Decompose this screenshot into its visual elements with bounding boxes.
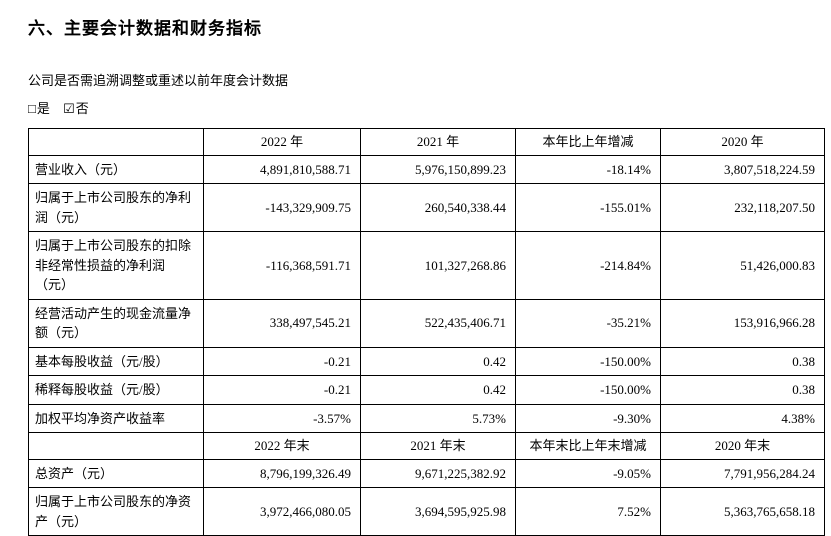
value-cell: -18.14% <box>515 154 661 184</box>
row-label-cell: 经营活动产生的现金流量净额（元） <box>28 298 204 348</box>
row-operating-revenue: 营业收入（元） 4,891,810,588.71 5,976,150,899.2… <box>28 154 825 184</box>
header-cell-2022: 2022 年 <box>203 128 361 156</box>
value-cell: 8,796,199,326.49 <box>203 458 361 488</box>
row-diluted-eps: 稀释每股收益（元/股） -0.21 0.42 -150.00% 0.38 <box>28 375 825 405</box>
header-cell-2021-yearend: 2021 年末 <box>360 432 516 460</box>
value-cell: 3,972,466,080.05 <box>203 487 361 536</box>
value-cell: -0.21 <box>203 346 361 376</box>
header-cell-2020: 2020 年 <box>660 128 825 156</box>
header-cell-2022-yearend: 2022 年末 <box>203 432 361 460</box>
row-total-assets: 总资产（元） 8,796,199,326.49 9,671,225,382.92… <box>28 458 825 488</box>
option-yes-label: 是 <box>36 101 50 116</box>
row-operating-cash-flow: 经营活动产生的现金流量净额（元） 338,497,545.21 522,435,… <box>28 298 825 348</box>
value-cell: -150.00% <box>515 346 661 376</box>
value-cell: 0.42 <box>360 346 516 376</box>
value-cell: 7,791,956,284.24 <box>660 458 825 488</box>
row-weighted-avg-roe: 加权平均净资产收益率 -3.57% 5.73% -9.30% 4.38% <box>28 403 825 433</box>
row-label-cell: 总资产（元） <box>28 458 204 488</box>
option-no: ☑否 <box>63 101 89 116</box>
header-cell-blank <box>28 432 204 460</box>
value-cell: 51,426,000.83 <box>660 231 825 300</box>
row-label-cell: 加权平均净资产收益率 <box>28 403 204 433</box>
value-cell: 522,435,406.71 <box>360 298 516 348</box>
value-cell: 260,540,338.44 <box>360 183 516 232</box>
row-label-cell: 归属于上市公司股东的扣除非经常性损益的净利润（元） <box>28 231 204 300</box>
row-label-cell: 营业收入（元） <box>28 154 204 184</box>
value-cell: -155.01% <box>515 183 661 232</box>
header-cell-blank <box>28 128 204 156</box>
row-basic-eps: 基本每股收益（元/股） -0.21 0.42 -150.00% 0.38 <box>28 346 825 376</box>
restatement-options: □是 ☑否 <box>28 98 804 117</box>
value-cell: -9.30% <box>515 403 661 433</box>
value-cell: 3,694,595,925.98 <box>360 487 516 536</box>
value-cell: -35.21% <box>515 298 661 348</box>
value-cell: -214.84% <box>515 231 661 300</box>
header-cell-2020-yearend: 2020 年末 <box>660 432 825 460</box>
value-cell: 0.38 <box>660 375 825 405</box>
row-net-profit-attributable: 归属于上市公司股东的净利润（元） -143,329,909.75 260,540… <box>28 183 825 232</box>
checkbox-checked-icon: ☑ <box>63 101 75 116</box>
restatement-question: 公司是否需追溯调整或重述以前年度会计数据 <box>28 73 289 88</box>
section-title: 六、主要会计数据和财务指标 <box>28 19 262 38</box>
value-cell: -0.21 <box>203 375 361 405</box>
value-cell: 101,327,268.86 <box>360 231 516 300</box>
header-cell-2021: 2021 年 <box>360 128 516 156</box>
value-cell: 4,891,810,588.71 <box>203 154 361 184</box>
value-cell: 0.38 <box>660 346 825 376</box>
option-no-label: 否 <box>75 101 89 116</box>
value-cell: 338,497,545.21 <box>203 298 361 348</box>
value-cell: -143,329,909.75 <box>203 183 361 232</box>
row-label-cell: 基本每股收益（元/股） <box>28 346 204 376</box>
annual-period-header-row: 2022 年 2021 年 本年比上年增减 2020 年 <box>28 128 825 156</box>
value-cell: 7.52% <box>515 487 661 536</box>
header-cell-yearend-change: 本年末比上年末增减 <box>515 432 661 460</box>
value-cell: 5.73% <box>360 403 516 433</box>
value-cell: -3.57% <box>203 403 361 433</box>
row-label-cell: 归属于上市公司股东的净利润（元） <box>28 183 204 232</box>
value-cell: 3,807,518,224.59 <box>660 154 825 184</box>
row-net-profit-excl-nonrecurring: 归属于上市公司股东的扣除非经常性损益的净利润（元） -116,368,591.7… <box>28 231 825 300</box>
value-cell: 5,363,765,658.18 <box>660 487 825 536</box>
value-cell: -150.00% <box>515 375 661 405</box>
value-cell: 5,976,150,899.23 <box>360 154 516 184</box>
value-cell: 232,118,207.50 <box>660 183 825 232</box>
row-net-assets-attributable: 归属于上市公司股东的净资产（元） 3,972,466,080.05 3,694,… <box>28 487 825 536</box>
value-cell: 9,671,225,382.92 <box>360 458 516 488</box>
value-cell: 4.38% <box>660 403 825 433</box>
yearend-period-header-row: 2022 年末 2021 年末 本年末比上年末增减 2020 年末 <box>28 432 825 460</box>
row-label-cell: 稀释每股收益（元/股） <box>28 375 204 405</box>
row-label-cell: 归属于上市公司股东的净资产（元） <box>28 487 204 536</box>
header-cell-yoy-change: 本年比上年增减 <box>515 128 661 156</box>
checkbox-unchecked-icon: □ <box>28 101 36 116</box>
value-cell: 153,916,966.28 <box>660 298 825 348</box>
value-cell: -116,368,591.71 <box>203 231 361 300</box>
value-cell: 0.42 <box>360 375 516 405</box>
option-yes: □是 <box>28 101 50 116</box>
value-cell: -9.05% <box>515 458 661 488</box>
financial-indicators-table: 2022 年 2021 年 本年比上年增减 2020 年 营业收入（元） 4,8… <box>28 128 825 536</box>
